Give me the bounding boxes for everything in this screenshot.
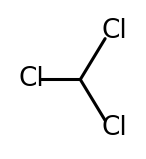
Text: Cl: Cl xyxy=(101,18,127,44)
Text: Cl: Cl xyxy=(19,66,45,93)
Text: Cl: Cl xyxy=(101,115,127,141)
